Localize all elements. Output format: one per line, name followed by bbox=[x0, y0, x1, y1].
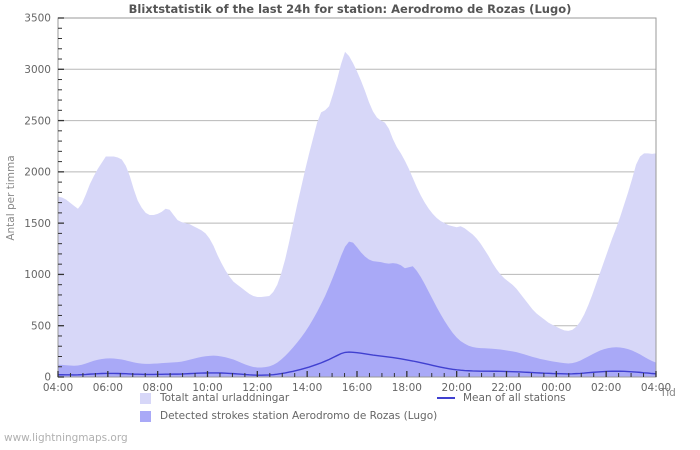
legend-entry-2[interactable]: Mean of all stations bbox=[437, 392, 566, 404]
x-tick-label: 22:00 bbox=[491, 382, 521, 394]
legend-swatch-icon bbox=[140, 411, 151, 422]
legend-label: Detected strokes station Aerodromo de Ro… bbox=[160, 410, 437, 422]
legend-swatch-icon bbox=[140, 393, 151, 404]
x-tick-label: 18:00 bbox=[392, 382, 422, 394]
legend-label: Totalt antal urladdningar bbox=[159, 392, 290, 404]
x-tick-label: 00:00 bbox=[541, 382, 571, 394]
legend-label: Mean of all stations bbox=[463, 392, 566, 404]
x-tick-label: 10:00 bbox=[192, 382, 222, 394]
legend-entry-0[interactable]: Totalt antal urladdningar bbox=[140, 392, 290, 404]
y-tick-label: 3500 bbox=[24, 13, 51, 25]
x-tick-label: 16:00 bbox=[342, 382, 372, 394]
x-tick-label: 20:00 bbox=[442, 382, 472, 394]
plot-series-areas bbox=[58, 51, 656, 377]
series-area-0 bbox=[58, 51, 656, 377]
y-axis-label: Antal per timma bbox=[5, 155, 17, 240]
y-tick-label: 2500 bbox=[24, 115, 51, 127]
y-tick-label: 500 bbox=[31, 320, 51, 332]
chart-legend: Totalt antal urladdningar Detected stroke… bbox=[140, 392, 566, 422]
y-tick-label: 3000 bbox=[24, 64, 51, 76]
x-tick-label: 04:00 bbox=[43, 382, 73, 394]
chart-title: Blixtstatistik of the last 24h for stati… bbox=[129, 2, 572, 16]
series-area-1 bbox=[58, 241, 656, 377]
y-tick-label: 1500 bbox=[24, 218, 51, 230]
y-tick-label: 0 bbox=[44, 372, 51, 384]
x-tick-label: 06:00 bbox=[93, 382, 123, 394]
x-tick-label: 08:00 bbox=[143, 382, 173, 394]
x-tick-label: 14:00 bbox=[292, 382, 322, 394]
x-tick-label: 04:00 bbox=[641, 382, 671, 394]
y-tick-label: 1000 bbox=[24, 269, 51, 281]
legend-entry-1[interactable]: Detected strokes station Aerodromo de Ro… bbox=[140, 410, 437, 422]
y-tick-label: 2000 bbox=[24, 167, 51, 179]
x-tick-label: 02:00 bbox=[591, 382, 621, 394]
footer-watermark: www.lightningmaps.org bbox=[4, 432, 128, 444]
x-axis-label: Tid bbox=[659, 387, 676, 399]
y-axis-ticks: 0 500 1000 1500 2000 2500 3000 3500 bbox=[24, 13, 64, 384]
x-axis-ticks: 04:00 06:00 08:00 10:00 12:00 14:00 16:00 18:00… bbox=[43, 371, 671, 394]
x-tick-label: 12:00 bbox=[242, 382, 272, 394]
